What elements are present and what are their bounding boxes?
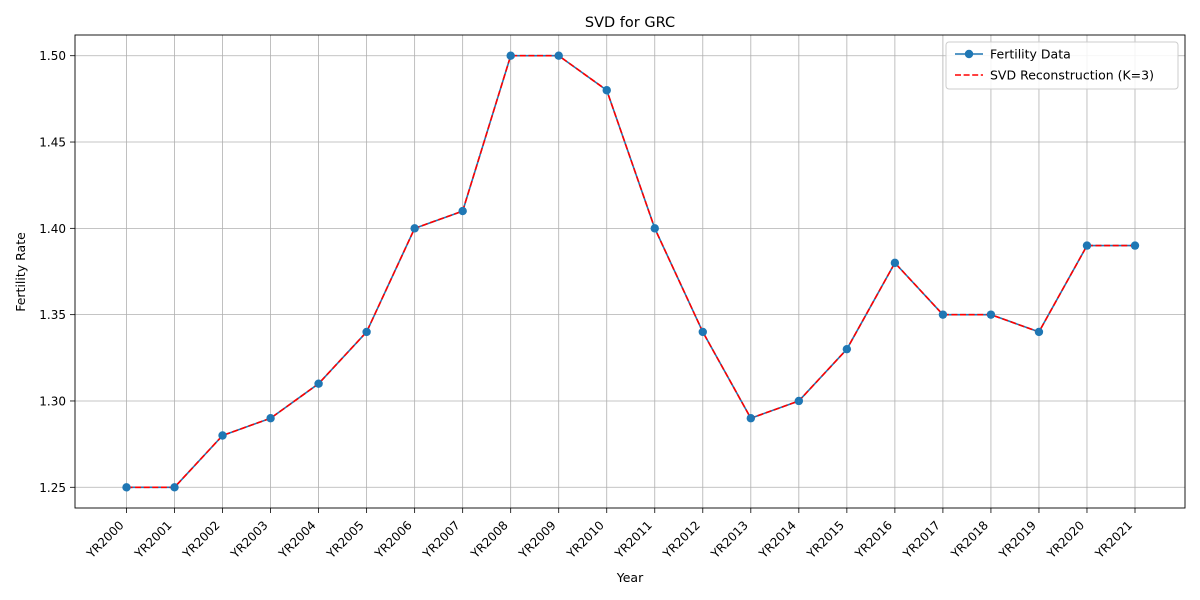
fertility-data-point [170, 483, 179, 492]
y-tick-label: 1.50 [39, 49, 66, 63]
x-axis-label: Year [616, 570, 644, 585]
fertility-data-point [986, 310, 996, 319]
fertility-data-point [410, 224, 419, 233]
fertility-data-point [554, 51, 563, 60]
fertility-data-point [890, 258, 900, 268]
grid-lines [75, 35, 1185, 508]
legend-marker-fertility-data [964, 49, 974, 59]
y-tick-label: 1.40 [39, 222, 66, 236]
legend-label-fertility-data: Fertility Data [990, 47, 1071, 62]
fertility-data-point [602, 86, 611, 95]
fertility-data-point [266, 414, 275, 423]
y-tick-label: 1.30 [39, 394, 66, 408]
fertility-data-point [842, 344, 852, 354]
fertility-data-point [362, 327, 371, 337]
fertility-data-point [650, 224, 659, 233]
y-tick-label: 1.45 [39, 136, 66, 150]
y-tick-label: 1.25 [39, 481, 66, 495]
fertility-data-point [122, 483, 131, 492]
plot-frame [74, 34, 1186, 509]
chart-title: SVD for GRC [585, 15, 675, 31]
y-axis-label: Fertility Rate [13, 232, 28, 312]
fertility-data-point [746, 414, 756, 423]
legend-box [945, 41, 1179, 90]
fertility-data-point [698, 327, 707, 337]
axes [74, 34, 1186, 509]
fertility-data-point [794, 396, 804, 406]
legend-label-svd-reconstruction: SVD Reconstruction (K=3) [990, 68, 1154, 83]
series [122, 51, 1140, 492]
svd-reconstruction-line [126, 54, 1135, 489]
fertility-data-point [506, 51, 515, 60]
fertility-data-point [218, 431, 227, 440]
fertility-data-point [314, 379, 323, 388]
fertility-data-point [1130, 241, 1140, 250]
y-tick-label: 1.35 [39, 308, 66, 322]
fertility-data-point [938, 310, 948, 319]
fertility-data-point [1082, 241, 1092, 250]
fertility-data-point [1034, 327, 1044, 337]
fertility-data-point [458, 206, 467, 216]
legend: Fertility Data SVD Reconstruction (K=3) [945, 41, 1179, 90]
